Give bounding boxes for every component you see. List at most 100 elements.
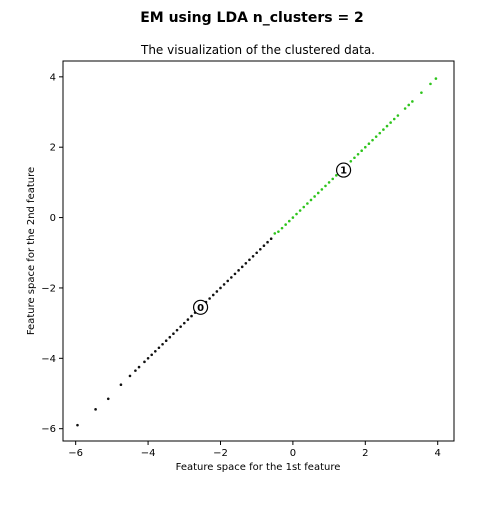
cluster-0-point <box>237 269 240 272</box>
cluster-center-label: 1 <box>340 166 347 177</box>
cluster-0-point <box>172 332 175 335</box>
cluster-center-0: 0 <box>192 299 209 315</box>
cluster-1-point <box>320 188 324 191</box>
cluster-1-point <box>364 145 367 149</box>
cluster-1-point <box>273 232 277 235</box>
cluster-0-point <box>179 325 182 328</box>
cluster-1-point <box>277 230 280 233</box>
cluster-1-point <box>378 131 382 135</box>
y-tick-label: −6 <box>41 424 56 435</box>
figure-suptitle: EM using LDA n_clusters = 2 <box>140 10 364 26</box>
cluster-0-point <box>146 357 150 360</box>
cluster-1-point <box>309 198 313 202</box>
cluster-1-point <box>291 216 295 219</box>
cluster-0-point <box>106 397 110 401</box>
cluster-1-point <box>327 181 331 184</box>
cluster-0-point <box>255 251 258 255</box>
cluster-0-point <box>215 290 219 293</box>
cluster-0-point <box>208 297 211 300</box>
cluster-1-point <box>280 226 284 230</box>
plot-frame <box>62 60 455 442</box>
y-tick-label: 4 <box>50 72 56 83</box>
cluster-0-point <box>190 314 193 318</box>
cluster-0-point <box>154 349 157 353</box>
cluster-0-point <box>134 369 137 372</box>
cluster-0-point <box>269 237 273 240</box>
y-axis-label: Feature space for the 2nd feature <box>26 167 37 335</box>
cluster-0-point <box>150 353 153 357</box>
cluster-1-point <box>374 135 378 138</box>
cluster-1-point <box>349 159 353 163</box>
x-tick-label: −2 <box>213 448 228 459</box>
cluster-1-point <box>335 174 338 177</box>
y-tick-label: −4 <box>41 354 56 365</box>
cluster-0-point <box>262 244 266 248</box>
cluster-1-point <box>371 138 374 142</box>
cluster-0-point <box>248 258 251 262</box>
cluster-0-point <box>266 240 269 244</box>
cluster-0-point <box>244 262 248 265</box>
x-tick-label: 4 <box>435 448 441 459</box>
cluster-1-point <box>298 209 302 212</box>
cluster-1-point <box>396 114 400 117</box>
cluster-1-point <box>331 177 335 181</box>
x-axis-label: Feature space for the 1st feature <box>176 462 341 473</box>
cluster-0-point <box>211 293 215 297</box>
cluster-center-marker <box>192 299 209 315</box>
cluster-0-point <box>168 335 172 339</box>
cluster-0-point <box>251 254 255 258</box>
x-tick-label: −6 <box>68 448 83 459</box>
x-tick-label: 2 <box>362 448 368 459</box>
cluster-0-point <box>186 318 190 321</box>
cluster-1-point <box>356 152 360 156</box>
cluster-1-point <box>434 77 438 80</box>
cluster-0-point <box>161 342 164 346</box>
cluster-center-marker <box>335 162 352 178</box>
cluster-0-point <box>128 374 132 378</box>
cluster-1-point <box>407 103 411 107</box>
cluster-0-point <box>233 272 237 276</box>
cluster-0-point <box>164 339 168 343</box>
cluster-0-point <box>137 365 141 369</box>
cluster-center-1: 1 <box>335 162 352 178</box>
cluster-1-point <box>302 205 306 209</box>
cluster-1-point <box>389 121 392 124</box>
cluster-1-point <box>367 142 371 145</box>
x-tick-label: 0 <box>290 448 296 459</box>
cluster-1-point <box>287 219 291 223</box>
y-tick-label: −2 <box>41 283 56 294</box>
cluster-0-point <box>230 276 233 279</box>
cluster-1-point <box>295 212 298 216</box>
cluster-1-point <box>385 124 389 128</box>
cluster-center-label: 0 <box>197 303 204 314</box>
y-tick-label: 0 <box>50 213 56 224</box>
y-tick-label: 2 <box>50 143 56 154</box>
cluster-0-point <box>175 328 179 332</box>
cluster-1-point <box>353 156 356 160</box>
cluster-1-point <box>324 184 327 188</box>
cluster-0-point <box>222 283 226 286</box>
cluster-0-point <box>182 321 186 325</box>
cluster-1-point <box>313 195 316 198</box>
cluster-1-point <box>392 117 396 121</box>
cluster-1-point <box>429 82 432 86</box>
cluster-1-point <box>403 107 407 110</box>
cluster-0-point <box>143 360 146 364</box>
cluster-0-point <box>240 265 244 269</box>
cluster-1-point <box>420 91 423 94</box>
cluster-0-point <box>76 423 79 427</box>
cluster-1-point <box>306 202 309 205</box>
cluster-1-point <box>316 191 320 195</box>
cluster-1-point <box>360 149 363 153</box>
cluster-0-point <box>119 383 123 387</box>
chart-title: The visualization of the clustered data. <box>140 43 375 57</box>
cluster-1-point <box>411 100 414 103</box>
cluster-0-point <box>226 279 230 283</box>
cluster-0-point <box>94 408 97 411</box>
x-tick-label: −4 <box>141 448 156 459</box>
cluster-1-point <box>382 128 385 131</box>
cluster-1-point <box>284 223 287 226</box>
cluster-0-point <box>259 247 262 251</box>
